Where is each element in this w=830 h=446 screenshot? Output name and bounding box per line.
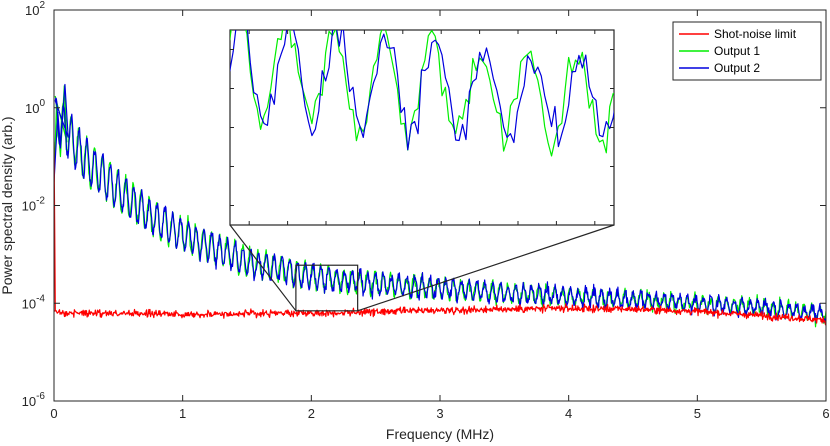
y-tick-label: 10-6 (22, 391, 46, 409)
series-line-output-2-inset (230, 30, 614, 151)
series-line-shot-noise-limit (54, 141, 826, 326)
inset-zoom (229, 29, 615, 312)
y-axis: 10-6 10-4 10-2 100 102 (22, 0, 826, 409)
y-tick-label: 10-2 (22, 196, 46, 214)
y-tick-label: 10-4 (22, 293, 46, 311)
y-axis-label: Power spectral density (arb.) (0, 116, 15, 294)
x-axis-label: Frequency (MHz) (386, 426, 494, 442)
zoom-region-box (295, 264, 359, 312)
legend-label: Output 1 (714, 44, 760, 58)
series-line-output-2 (54, 83, 826, 324)
x-tick-label: 1 (179, 406, 186, 421)
x-tick-label: 0 (50, 406, 57, 421)
x-tick-label: 6 (822, 406, 829, 421)
legend-label: Output 2 (714, 61, 760, 75)
y-tick-label: 100 (25, 98, 45, 116)
x-tick-label: 3 (436, 406, 443, 421)
x-tick-label: 2 (308, 406, 315, 421)
legend: Shot-noise limit Output 1 Output 2 (672, 21, 822, 81)
x-tick-label: 5 (694, 406, 701, 421)
legend-label: Shot-noise limit (714, 27, 797, 41)
y-tick-label: 102 (25, 0, 45, 18)
inset-connector-left (229, 224, 297, 312)
inset-connector-right (357, 224, 615, 312)
x-axis: 0 1 2 3 4 5 6 (50, 10, 830, 421)
x-tick-label: 4 (565, 406, 572, 421)
